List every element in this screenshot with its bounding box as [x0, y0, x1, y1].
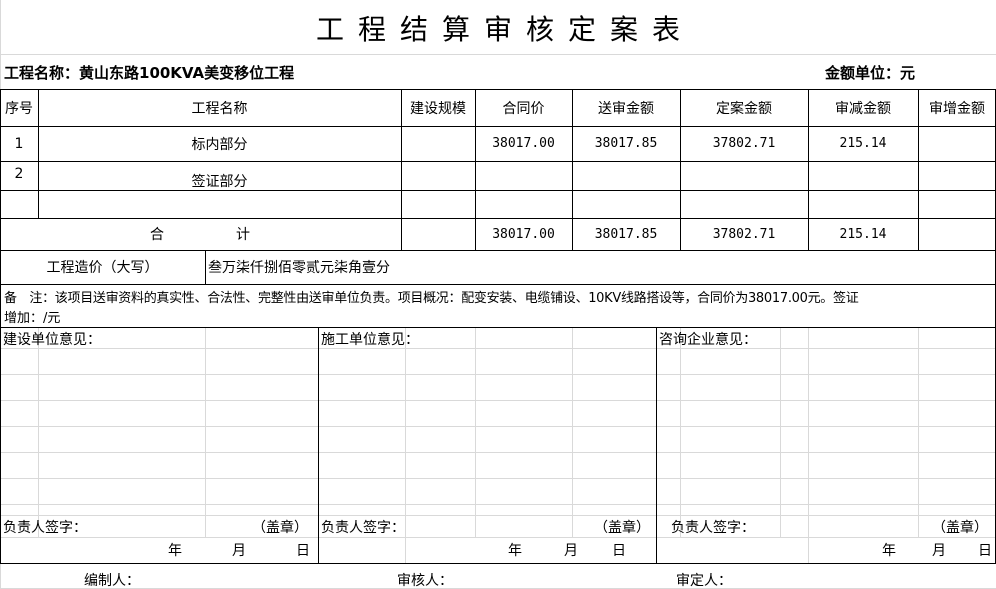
header-reduced: 审减金额 [835, 100, 891, 117]
consultant-seal: （盖章） [932, 520, 988, 536]
contractor-opinion-label: 施工单位意见： [321, 332, 419, 348]
contractor-month: 月 [564, 543, 578, 559]
contractor-year: 年 [508, 543, 522, 559]
capital-label: 工程造价（大写） [46, 260, 159, 276]
consultant-sign: 负责人签字： [671, 520, 755, 536]
row1-name: 标内部分 [191, 136, 248, 153]
row2-no: 2 [14, 166, 24, 182]
reviewer-label: 审核人： [397, 573, 453, 589]
header-increased: 审增金额 [929, 100, 985, 117]
approver-label: 审定人： [676, 573, 732, 589]
total-final: 37802.71 [712, 226, 776, 242]
project-name: 工程名称：黄山东路100KVA美变移位工程 [4, 63, 295, 82]
owner-month: 月 [232, 543, 246, 559]
total-reduced: 215.14 [839, 226, 887, 242]
note-line1: 备 注：该项目送审资料的真实性、合法性、完整性由送审单位负责。项目概况：配变安装… [4, 290, 859, 306]
header-submitted: 送审金额 [598, 100, 654, 117]
row1-submitted: 38017.85 [594, 136, 658, 151]
note-line2: 增加：/元 [4, 310, 61, 326]
owner-year: 年 [168, 543, 182, 559]
total-contract: 38017.00 [492, 226, 555, 242]
row1-final: 37802.71 [712, 136, 776, 151]
header-contract: 合同价 [502, 100, 545, 117]
owner-day: 日 [296, 543, 310, 559]
total-label-b: 计 [236, 227, 250, 243]
row1-contract: 38017.00 [492, 136, 555, 151]
page-title: 工程结算审核定案表 [315, 13, 694, 46]
total-submitted: 38017.85 [594, 226, 658, 242]
header-final: 定案金额 [716, 100, 772, 117]
header-scale: 建设规模 [410, 100, 466, 117]
contractor-day: 日 [612, 543, 626, 559]
total-label-a: 合 [150, 227, 164, 243]
consultant-day: 日 [978, 543, 992, 559]
header-no: 序号 [5, 100, 33, 117]
consultant-year: 年 [882, 543, 896, 559]
consultant-opinion-label: 咨询企业意见： [659, 332, 757, 348]
owner-opinion-label: 建设单位意见： [3, 332, 101, 348]
consultant-month: 月 [932, 543, 946, 559]
owner-sign: 负责人签字： [3, 520, 87, 536]
contractor-seal: （盖章） [594, 520, 650, 536]
capital-value: 叁万柒仟捌佰零贰元柒角壹分 [208, 260, 390, 276]
row1-no: 1 [14, 135, 24, 152]
amount-unit: 金额单位：元 [825, 63, 916, 82]
owner-seal: （盖章） [252, 520, 308, 536]
header-name: 工程名称 [191, 100, 248, 117]
compiler-label: 编制人： [84, 573, 140, 589]
contractor-sign: 负责人签字： [321, 520, 405, 536]
row1-reduced: 215.14 [839, 136, 887, 151]
row2-name: 签证部分 [191, 174, 248, 190]
